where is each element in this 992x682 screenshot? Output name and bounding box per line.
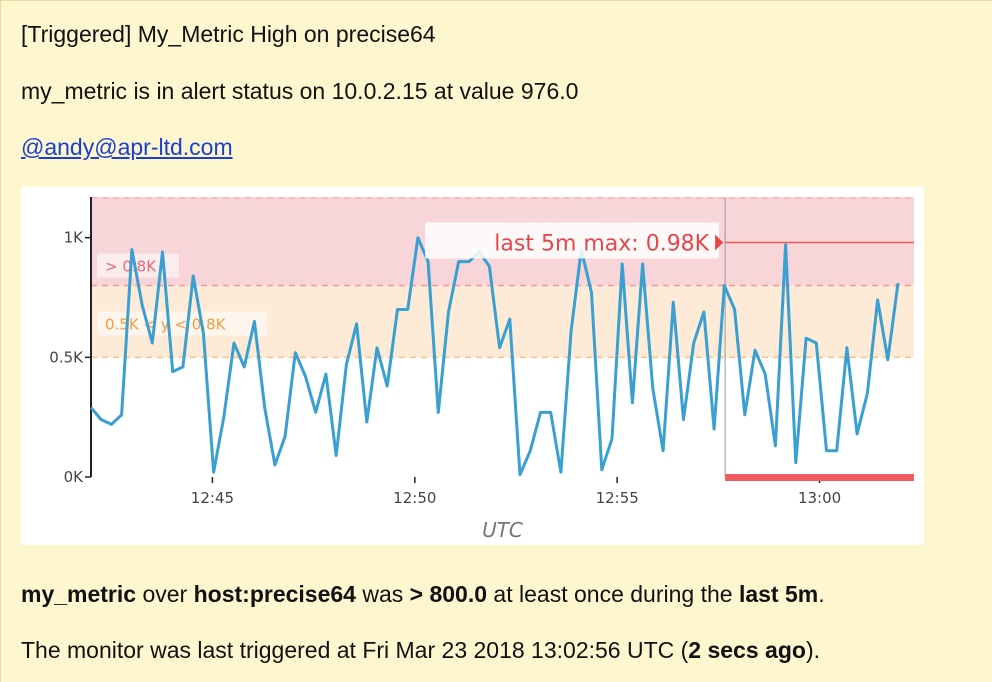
- metric-chart: 0K 0.5K 1K 12:45 12:50 12:55 13:00 UTC > 0.8K 0.5…: [21, 187, 924, 545]
- max-annotation-label: last 5m max: 0.98K: [494, 231, 709, 256]
- alert-status-line: my_metric is in alert status on 10.0.2.1…: [21, 78, 579, 104]
- summary-scope: host:precise64: [193, 581, 356, 607]
- summary-over: over: [136, 581, 194, 607]
- series-line: [89, 236, 900, 477]
- summary-end: .: [818, 581, 825, 607]
- summary-condition: > 800.0: [409, 581, 488, 607]
- triggered-ago: 2 secs ago: [688, 637, 806, 663]
- x-tick-label: 13:00: [798, 489, 841, 507]
- summary-line: my_metric over host:precise64 was > 800.…: [21, 581, 825, 608]
- warning-zone-label: 0.5K < y < 0.8K: [105, 316, 227, 334]
- max-annotation-arrow-icon: [715, 234, 724, 251]
- summary-metric: my_metric: [21, 581, 137, 607]
- triggered-prefix: The monitor was last triggered at Fri Ma…: [21, 637, 689, 663]
- x-tick-label: 12:55: [596, 489, 639, 507]
- x-axis-title: UTC: [482, 518, 523, 542]
- triggered-suffix: ).: [805, 637, 820, 663]
- alert-title: [Triggered] My_Metric High on precise64: [21, 21, 436, 47]
- x-tick-label: 12:50: [393, 489, 436, 507]
- summary-was: was: [355, 581, 410, 607]
- mention-line: @andy@apr-ltd.com: [21, 134, 233, 161]
- y-tick-label: 1K: [64, 229, 85, 247]
- mention-link[interactable]: @andy@apr-ltd.com: [21, 134, 233, 160]
- summary-middle: at least once during the: [487, 581, 739, 607]
- triggered-line: The monitor was last triggered at Fri Ma…: [21, 637, 820, 664]
- summary-window: last 5m: [738, 581, 819, 607]
- max-annotation-bg: [425, 222, 720, 259]
- alert-period-bar: [725, 474, 914, 481]
- y-tick-label: 0K: [64, 468, 85, 486]
- x-tick-label: 12:45: [191, 489, 234, 507]
- y-tick-label: 0.5K: [49, 348, 84, 366]
